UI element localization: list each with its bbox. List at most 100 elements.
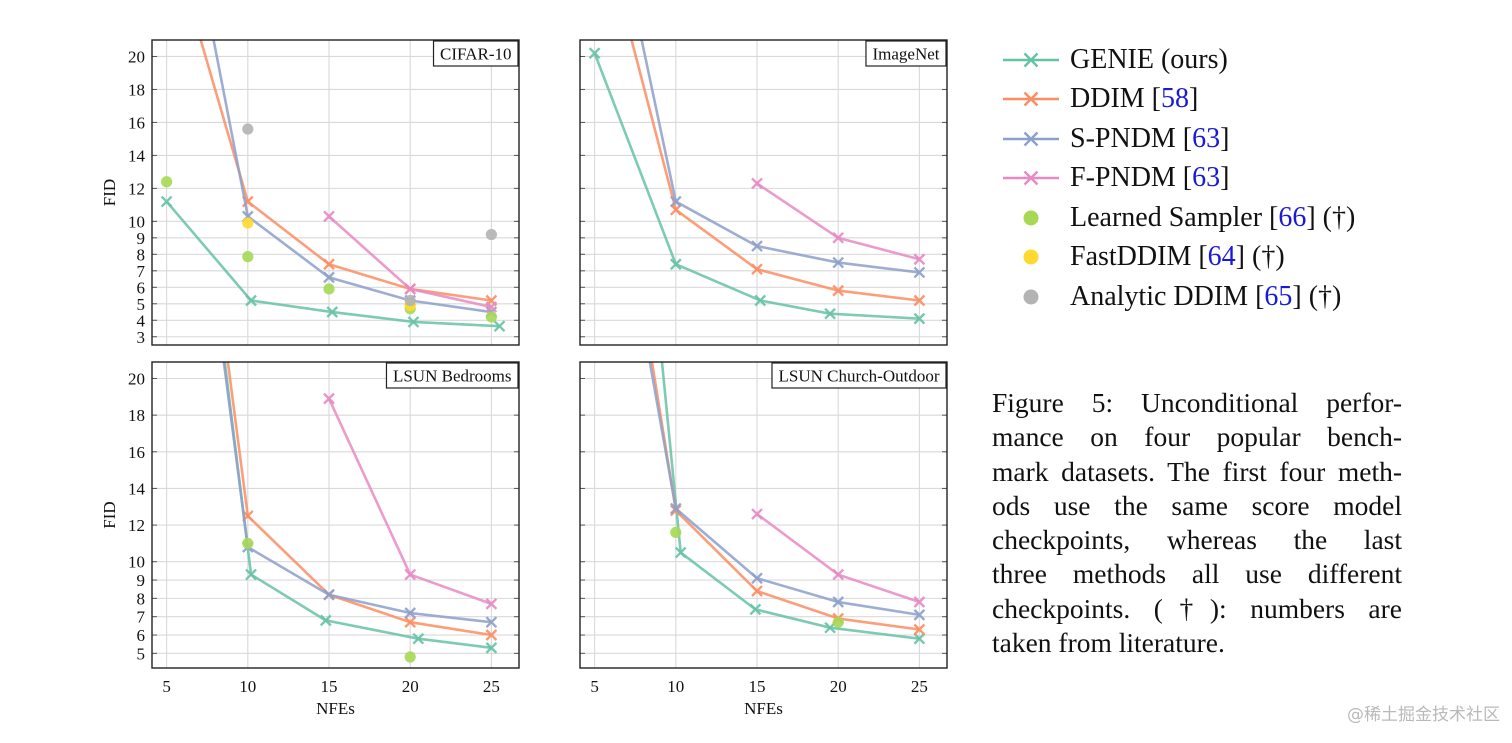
cross-marker xyxy=(913,253,926,266)
dot-marker xyxy=(670,526,682,539)
legend-label: GENIE (ours) xyxy=(1070,43,1228,75)
legend-label: S-PNDM [ xyxy=(1070,122,1193,154)
cross-marker xyxy=(824,307,836,320)
cross-marker xyxy=(485,616,498,629)
x-tick-label: 25 xyxy=(483,677,500,696)
x-tick-label: 20 xyxy=(830,677,847,696)
cross-marker xyxy=(404,283,417,295)
cross-marker xyxy=(485,301,498,313)
y-tick-label: 5 xyxy=(137,295,146,314)
series-learned-sampler xyxy=(670,526,844,628)
caption-line: mance on four popular bench- xyxy=(992,421,1402,453)
plot-area xyxy=(588,40,926,325)
cross-marker xyxy=(669,258,682,271)
chart-panel-lsun-church-outdoor: 5 10 15 20 25 LSUN Church-Outdoor NFEs xyxy=(579,0,948,718)
cross-marker xyxy=(832,284,845,297)
citation-link[interactable]: 65 xyxy=(1264,280,1293,312)
y-tick-label: 18 xyxy=(128,80,145,99)
cross-marker xyxy=(913,266,926,279)
legend-suffix: ] (†) xyxy=(1235,241,1285,273)
cross-marker xyxy=(326,306,339,318)
panel-title: LSUN Church-Outdoor xyxy=(778,367,939,386)
cross-marker xyxy=(323,258,335,271)
series-ddim xyxy=(630,40,926,307)
dot-marker xyxy=(161,176,173,188)
cross-marker xyxy=(588,47,601,60)
y-tick-label: 4 xyxy=(137,311,146,330)
caption-line: checkpoints, whereas the last xyxy=(992,524,1402,556)
y-tick-label: 20 xyxy=(128,369,145,388)
y-tick-label: 5 xyxy=(137,644,146,663)
series-s-pndm xyxy=(640,40,926,279)
line-cross-marker-icon xyxy=(1000,50,1062,70)
series-genie-ours- xyxy=(588,47,926,325)
dot-marker xyxy=(832,616,844,628)
panel-title-box xyxy=(385,362,519,389)
y-tick-label: 16 xyxy=(128,443,145,462)
y-axis-title: FID xyxy=(100,179,119,206)
x-tick-label: 10 xyxy=(239,677,256,696)
y-tick-label: 14 xyxy=(128,479,146,498)
y-tick-label: 16 xyxy=(128,113,145,132)
cross-marker xyxy=(751,263,763,276)
cross-marker xyxy=(913,294,926,307)
caption-label: Figure 5: xyxy=(992,387,1114,418)
x-tick-label: 10 xyxy=(667,677,684,696)
citation-link[interactable]: 66 xyxy=(1278,201,1307,233)
legend-item-learned-sampler: Learned Sampler [66] (†) xyxy=(1000,198,1355,238)
citation-link[interactable]: 58 xyxy=(1161,83,1189,115)
cross-marker xyxy=(493,320,506,333)
axes-frame xyxy=(579,39,948,346)
legend-item-s-pndm: S-PNDM [63] xyxy=(1000,119,1355,159)
series-f-pndm xyxy=(323,392,498,610)
line-cross-marker-icon xyxy=(1000,89,1062,109)
y-tick-label: 7 xyxy=(137,262,146,281)
legend-item-fastddim: FastDDIM [64] (†) xyxy=(1000,238,1355,278)
cross-marker xyxy=(485,629,498,641)
citation-link[interactable]: 64 xyxy=(1207,241,1236,273)
axes-frame xyxy=(579,361,948,669)
cross-marker xyxy=(751,585,763,597)
y-tick-label: 12 xyxy=(128,179,145,198)
y-tick-label: 6 xyxy=(137,626,146,645)
dot-marker-icon xyxy=(1000,287,1062,307)
caption-text: Unconditional perfor- xyxy=(1140,387,1402,418)
series-s-pndm xyxy=(648,362,926,621)
series-f-pndm xyxy=(323,210,498,313)
dot-marker xyxy=(485,311,497,323)
y-tick-label: 9 xyxy=(137,229,146,248)
panel-title: CIFAR-10 xyxy=(440,45,511,64)
cross-marker xyxy=(754,294,767,307)
line-cross-marker-icon xyxy=(1000,168,1062,188)
legend-suffix: ] xyxy=(1189,83,1199,115)
y-axis-title: FID xyxy=(100,501,119,528)
y-tick-label: 8 xyxy=(137,589,146,608)
cross-marker xyxy=(485,598,498,610)
cross-marker xyxy=(590,0,600,10)
dot-marker xyxy=(242,217,254,229)
citation-link[interactable]: 63 xyxy=(1192,162,1221,194)
cross-marker xyxy=(245,568,257,581)
x-tick-label: 5 xyxy=(590,677,599,696)
legend-label: FastDDIM [ xyxy=(1070,241,1208,273)
y-tick-label: 18 xyxy=(128,406,145,425)
panel-title-box xyxy=(432,40,519,67)
cross-marker xyxy=(404,568,417,581)
legend-suffix: ] xyxy=(1220,122,1230,154)
cross-marker xyxy=(751,240,763,252)
caption-line: Figure 5: Unconditional perfor- xyxy=(992,386,1402,420)
cross-marker xyxy=(412,632,425,645)
dot-marker xyxy=(242,251,254,263)
axes-frame xyxy=(151,39,520,346)
dot-marker xyxy=(404,294,416,307)
cross-marker xyxy=(669,502,682,515)
citation-link[interactable]: 63 xyxy=(1192,122,1221,154)
caption-line: checkpoints. (†): numbers are xyxy=(992,592,1402,624)
y-tick-label: 8 xyxy=(137,245,146,264)
x-tick-label: 25 xyxy=(911,677,928,696)
series-genie-ours- xyxy=(223,362,498,654)
dot-marker xyxy=(242,537,254,550)
x-tick-label: 15 xyxy=(749,677,766,696)
cross-marker xyxy=(832,231,845,244)
